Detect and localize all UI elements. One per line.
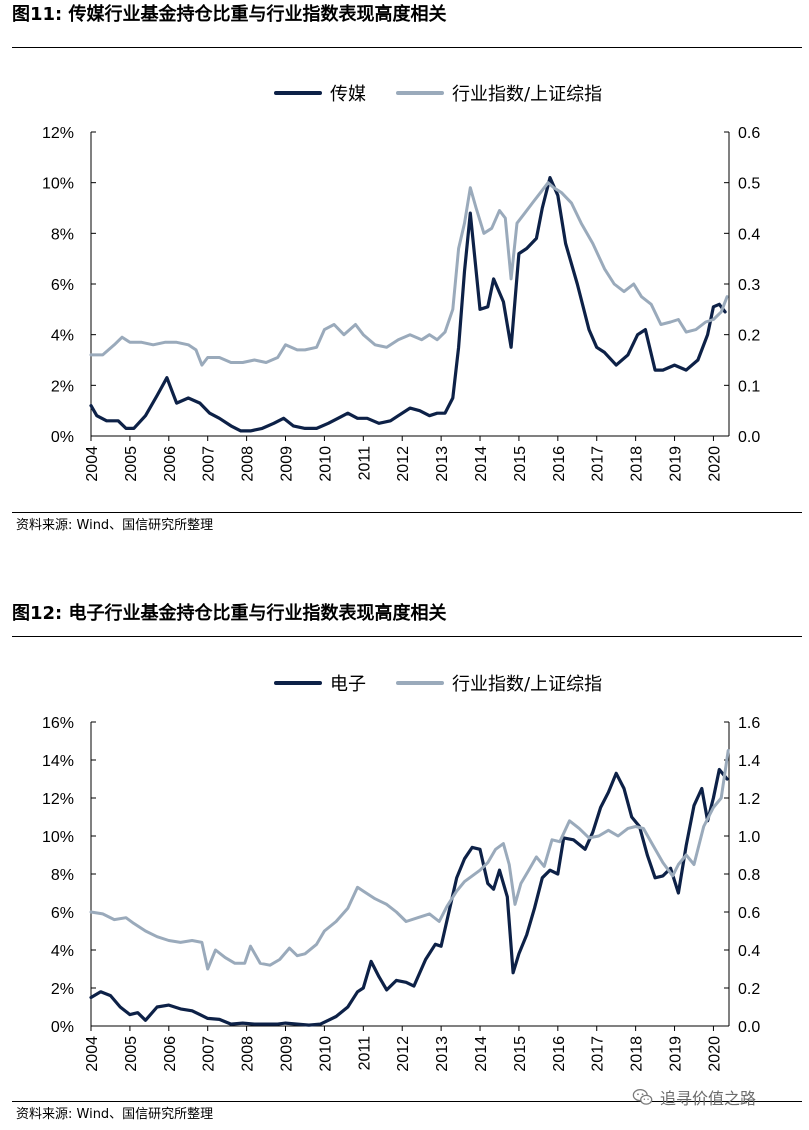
right-y-tick-label: 0.4: [738, 943, 760, 960]
legend-label-1: 行业指数/上证综指: [452, 84, 602, 105]
figure-11-source: 资料来源: Wind、国信研究所整理: [16, 518, 214, 533]
figure-12-title: 图12: 电子行业基金持仓比重与行业指数表现高度相关: [12, 603, 447, 624]
series-line-1: [89, 749, 730, 971]
legend-label-1: 行业指数/上证综指: [452, 674, 602, 695]
right-y-tick-label: 0.0: [738, 429, 760, 446]
series-line-1: [89, 181, 729, 367]
x-tick-label: 2014: [473, 446, 490, 482]
x-tick-label: 2020: [706, 446, 723, 482]
electronics-fund-holding-chart: 0% 2% 4% 6% 8% 10% 12% 14% 16% 0.0 0.2 0.4 0.6 0.8 1.0…: [42, 674, 760, 1072]
left-y-tick-label: 0%: [51, 429, 74, 446]
x-tick-label: 2007: [201, 446, 218, 482]
right-y-tick-label: 1.0: [738, 829, 760, 846]
left-y-tick-label: 4%: [51, 328, 74, 345]
left-y-tick-label: 2%: [51, 378, 74, 395]
x-tick-label: 2018: [629, 446, 646, 482]
series-line-0: [89, 175, 727, 433]
right-y-tick-label: 0.3: [738, 277, 760, 294]
x-tick-label: 2019: [668, 446, 685, 482]
right-y-tick-label: 0.6: [738, 125, 760, 142]
x-tick-label: 2005: [123, 446, 140, 482]
x-tick-label: 2005: [123, 1036, 140, 1072]
left-y-tick-label: 0%: [51, 1019, 74, 1036]
watermark-text: 追寻价值之路: [660, 1089, 757, 1108]
left-y-tick-label: 8%: [51, 226, 74, 243]
left-y-tick-label: 12%: [42, 125, 74, 142]
x-tick-label: 2009: [279, 446, 296, 482]
x-tick-label: 2004: [84, 446, 101, 482]
left-y-tick-label: 6%: [51, 277, 74, 294]
x-tick-label: 2016: [551, 446, 568, 482]
x-tick-label: 2014: [473, 1036, 490, 1072]
x-tick-label: 2006: [162, 1036, 179, 1072]
left-y-tick-label: 10%: [42, 829, 74, 846]
left-y-tick-label: 2%: [51, 981, 74, 998]
figure-11-bottom-rule: [12, 512, 802, 513]
right-y-tick-label: 0.0: [738, 1019, 760, 1036]
x-tick-label: 2006: [162, 446, 179, 482]
left-y-tick-label: 12%: [42, 791, 74, 808]
left-y-tick-label: 4%: [51, 943, 74, 960]
x-tick-label: 2013: [434, 1036, 451, 1072]
x-tick-label: 2008: [240, 1036, 257, 1072]
x-tick-label: 2017: [590, 446, 607, 482]
x-tick-label: 2015: [512, 446, 529, 482]
x-tick-label: 2015: [512, 1036, 529, 1072]
figure-11-title: 图11: 传媒行业基金持仓比重与行业指数表现高度相关: [12, 4, 447, 25]
x-tick-label: 2019: [668, 1036, 685, 1072]
left-y-tick-label: 16%: [42, 715, 74, 732]
figure-11-rule: [12, 47, 802, 48]
x-tick-label: 2004: [84, 1036, 101, 1072]
x-tick-label: 2018: [629, 1036, 646, 1072]
left-y-tick-label: 10%: [42, 176, 74, 193]
right-y-tick-label: 0.1: [738, 378, 760, 395]
media-fund-holding-chart: 0% 2% 4% 6% 8% 10% 12% 0.0 0.1 0.2 0.3 0.4 0.5 0.6 200…: [42, 84, 760, 482]
left-y-tick-label: 14%: [42, 753, 74, 770]
right-y-tick-label: 1.2: [738, 791, 760, 808]
right-y-tick-label: 1.6: [738, 715, 760, 732]
series-line-0: [89, 767, 729, 1027]
watermark: 追寻价值之路: [632, 1084, 756, 1110]
left-y-tick-label: 8%: [51, 867, 74, 884]
x-tick-label: 2011: [356, 446, 373, 481]
x-tick-label: 2012: [395, 446, 412, 482]
figure-12-source: 资料来源: Wind、国信研究所整理: [16, 1107, 214, 1122]
x-tick-label: 2011: [356, 1036, 373, 1071]
x-tick-label: 2008: [240, 446, 257, 482]
x-tick-label: 2013: [434, 446, 451, 482]
x-tick-label: 2012: [395, 1036, 412, 1072]
x-tick-label: 2010: [317, 446, 334, 482]
left-y-tick-label: 6%: [51, 905, 74, 922]
x-tick-label: 2017: [590, 1036, 607, 1072]
right-y-tick-label: 1.4: [738, 753, 760, 770]
right-y-tick-label: 0.6: [738, 905, 760, 922]
right-y-tick-label: 0.2: [738, 328, 760, 345]
x-tick-label: 2007: [201, 1036, 218, 1072]
wechat-icon: [632, 1089, 653, 1105]
x-tick-label: 2010: [317, 1036, 334, 1072]
right-y-tick-label: 0.8: [738, 867, 760, 884]
x-tick-label: 2016: [551, 1036, 568, 1072]
right-y-tick-label: 0.4: [738, 226, 760, 243]
right-y-tick-label: 0.5: [738, 176, 760, 193]
figure-12-bottom-rule: [12, 1101, 802, 1102]
legend-label-0: 传媒: [330, 84, 366, 105]
right-y-tick-label: 0.2: [738, 981, 760, 998]
legend-label-0: 电子: [330, 674, 366, 695]
figure-12-rule: [12, 636, 802, 637]
x-tick-label: 2020: [706, 1036, 723, 1072]
x-tick-label: 2009: [279, 1036, 296, 1072]
